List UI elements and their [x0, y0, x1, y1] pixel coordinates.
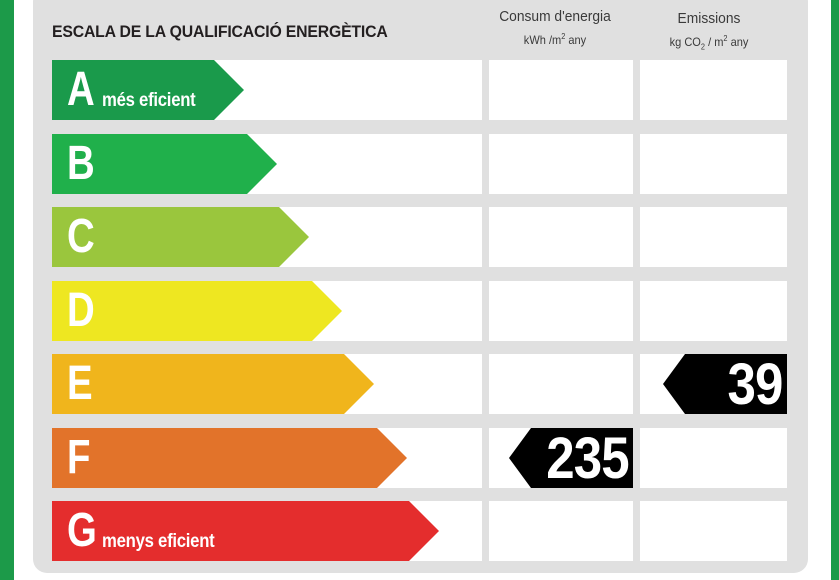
- class-letter: G: [67, 504, 97, 557]
- emissions-label: Emissions: [677, 10, 741, 27]
- consum-header: Consum d'energia kWh /m2 any: [486, 8, 624, 49]
- emissions-cell-g: [640, 501, 787, 561]
- class-arrow-e: E: [52, 354, 374, 414]
- class-letter: D: [67, 284, 95, 337]
- scale-title: ESCALA DE LA QUALIFICACIÓ ENERGÈTICA: [52, 22, 388, 41]
- emissions-rating-marker: 39: [663, 352, 787, 417]
- class-arrow-d: D: [52, 281, 342, 341]
- emissions-cell-d: [640, 281, 787, 341]
- emissions-header: Emissions kg CO2 / m2 any: [640, 10, 778, 56]
- consum-cell-a: [489, 60, 633, 120]
- left-border: [0, 0, 14, 580]
- class-arrow-f: F: [52, 428, 407, 488]
- consum-cell-c: [489, 207, 633, 267]
- class-sublabel: més eficient: [102, 90, 196, 111]
- emissions-cell-f: [640, 428, 787, 488]
- class-letter: E: [67, 357, 93, 410]
- emissions-cell-c: [640, 207, 787, 267]
- class-letter: F: [67, 431, 91, 484]
- consum-cell-b: [489, 134, 633, 194]
- consum-rating-marker: 235: [509, 426, 633, 491]
- class-sublabel: menys eficient: [102, 531, 215, 552]
- class-letter: C: [67, 210, 95, 263]
- consum-cell-e: [489, 354, 633, 414]
- emissions-unit: kg CO2 / m2 any: [669, 34, 749, 52]
- emissions-cell-a: [640, 60, 787, 120]
- class-arrow-b: B: [52, 134, 277, 194]
- emissions-rating-value: 39: [727, 352, 784, 417]
- consum-rating-value: 235: [546, 426, 629, 491]
- class-letter: A: [67, 63, 95, 116]
- consum-unit: kWh /m2 any: [523, 32, 587, 47]
- consum-cell-d: [489, 281, 633, 341]
- emissions-cell-b: [640, 134, 787, 194]
- class-arrow-c: C: [52, 207, 309, 267]
- consum-label: Consum d'energia: [499, 8, 611, 25]
- class-letter: B: [67, 137, 95, 190]
- right-border: [831, 0, 839, 580]
- consum-cell-g: [489, 501, 633, 561]
